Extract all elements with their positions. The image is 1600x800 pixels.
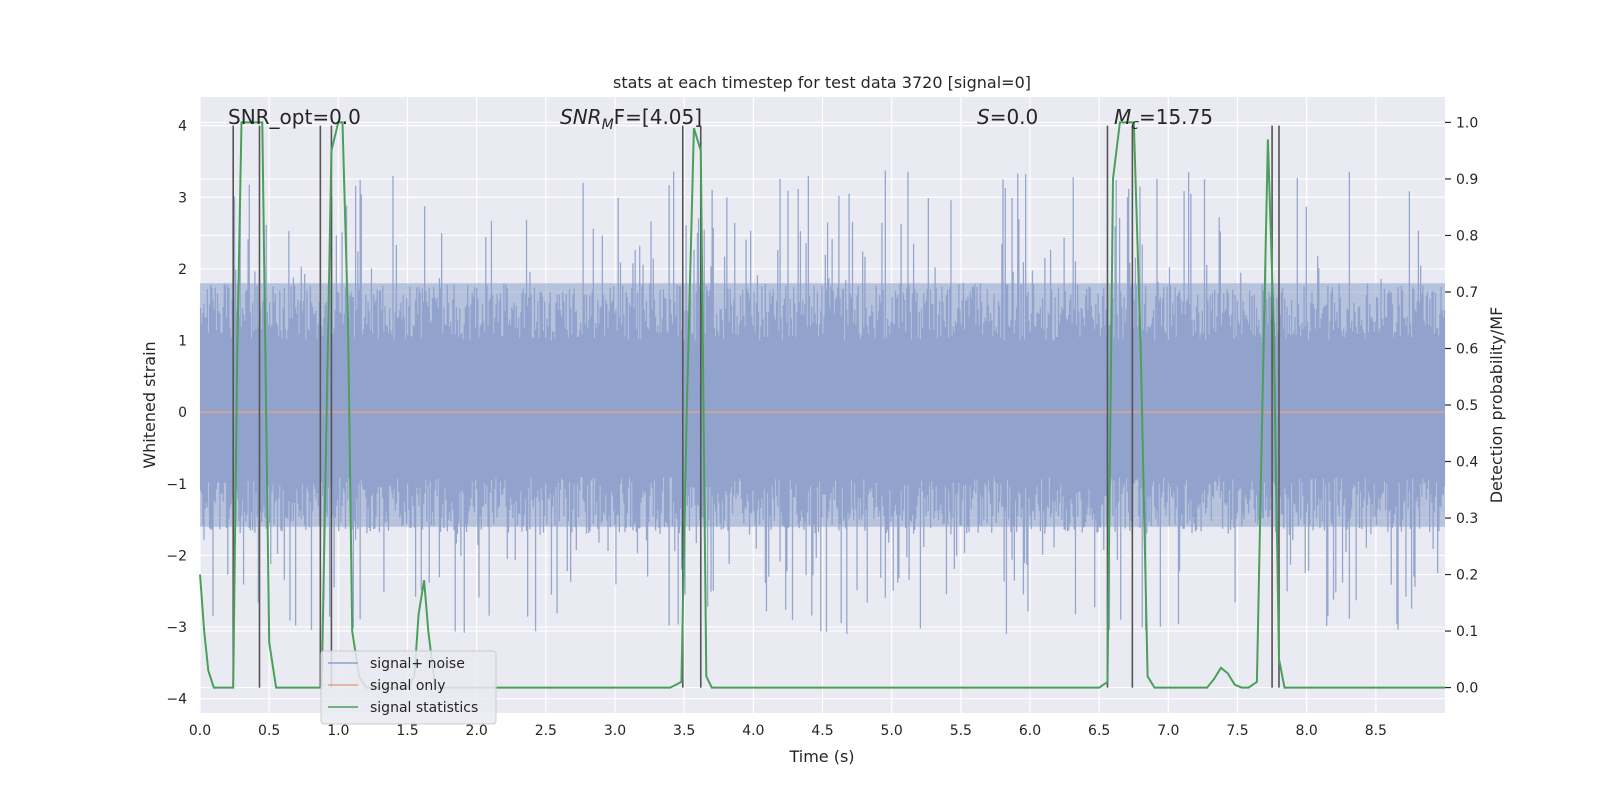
annotation-snr-mf-main: SNR xyxy=(560,105,602,129)
legend: signal+ noise signal only signal statist… xyxy=(320,650,497,725)
legend-label-noise: signal+ noise xyxy=(370,656,465,672)
y-right-tick-label: 0.5 xyxy=(1456,398,1478,414)
x-tick-label: 8.0 xyxy=(1296,723,1318,739)
y-tick-label: 0 xyxy=(178,405,187,421)
y-right-tick-label: 0.2 xyxy=(1456,568,1478,584)
x-tick-label: 4.5 xyxy=(811,723,833,739)
y-right-axis-label: Detection probability/MF xyxy=(1487,307,1506,504)
x-tick-label: 1.0 xyxy=(327,723,349,739)
x-tick-label: 2.5 xyxy=(535,723,557,739)
x-tick-label: 6.0 xyxy=(1019,723,1041,739)
annotation-snr-mf: SNRMF=[4.05] xyxy=(560,105,702,133)
y-right-tick-label: 0.6 xyxy=(1456,341,1478,357)
annotation-snr-mf-sub: M xyxy=(602,117,614,133)
y-axis-ticks: 4 3 2 1 0 −1 −2 −3 −4 xyxy=(166,119,187,708)
x-tick-label: 6.5 xyxy=(1088,723,1110,739)
y-tick-label: 2 xyxy=(178,262,187,278)
x-tick-label: 7.5 xyxy=(1226,723,1248,739)
x-tick-label: 5.0 xyxy=(881,723,903,739)
annotation-mc: Mc=15.75 xyxy=(1114,105,1213,133)
detection-vertical-lines xyxy=(232,125,1280,688)
y-tick-label: −2 xyxy=(166,548,187,564)
x-tick-label: 0.5 xyxy=(258,723,280,739)
x-tick-label: 1.5 xyxy=(396,723,418,739)
annotation-s: S=0.0 xyxy=(977,105,1038,129)
x-axis-label: Time (s) xyxy=(788,747,854,766)
y-tick-label: 3 xyxy=(178,190,187,206)
x-tick-label: 4.0 xyxy=(742,723,764,739)
annotation-mc-sub: c xyxy=(1131,117,1139,133)
x-tick-label: 3.5 xyxy=(673,723,695,739)
y-right-tick-label: 1.0 xyxy=(1456,115,1478,131)
y-tick-label: 4 xyxy=(178,119,187,135)
signal-noise-series xyxy=(199,170,1446,635)
legend-box xyxy=(320,650,497,725)
annotation-snr-mf-rest: F=[4.05] xyxy=(614,105,702,129)
y-right-axis-ticks: 1.0 0.9 0.8 0.7 0.6 0.5 0.4 0.3 0.2 0.1 0.0 xyxy=(1445,115,1478,697)
signal-statistics-series xyxy=(199,121,1445,689)
legend-label-statistics: signal statistics xyxy=(370,700,478,716)
y-axis-label: Whitened strain xyxy=(140,341,159,468)
y-right-tick-label: 0.0 xyxy=(1456,681,1478,697)
y-right-tick-label: 0.4 xyxy=(1456,455,1478,471)
x-tick-label: 3.0 xyxy=(604,723,626,739)
y-tick-label: −3 xyxy=(166,620,187,636)
x-tick-label: 8.5 xyxy=(1365,723,1387,739)
x-tick-label: 7.0 xyxy=(1157,723,1179,739)
annotation-s-rest: =0.0 xyxy=(990,105,1039,129)
y-right-tick-label: 0.9 xyxy=(1456,172,1478,188)
annotation-mc-main: M xyxy=(1114,105,1131,129)
annotation-snr-opt: SNR_opt=0.0 xyxy=(228,105,361,129)
legend-label-signal-only: signal only xyxy=(370,678,445,694)
y-tick-label: −4 xyxy=(166,692,187,708)
y-tick-label: 1 xyxy=(178,334,187,350)
y-right-tick-label: 0.3 xyxy=(1456,511,1478,527)
annotation-s-main: S xyxy=(977,105,990,129)
x-tick-label: 2.0 xyxy=(466,723,488,739)
y-right-tick-label: 0.8 xyxy=(1456,228,1478,244)
x-tick-label: 5.5 xyxy=(950,723,972,739)
annotation-mc-rest: =15.75 xyxy=(1139,105,1213,129)
x-axis-ticks: 0.0 0.5 1.0 1.5 2.0 2.5 3.0 3.5 4.0 4.5 5.0 5.5 6.0 6… xyxy=(189,723,1387,739)
x-tick-label: 0.0 xyxy=(189,723,211,739)
y-tick-label: −1 xyxy=(166,477,187,493)
y-right-tick-label: 0.7 xyxy=(1456,285,1478,301)
y-right-tick-label: 0.1 xyxy=(1456,624,1478,640)
chart-title: stats at each timestep for test data 372… xyxy=(613,73,1031,92)
